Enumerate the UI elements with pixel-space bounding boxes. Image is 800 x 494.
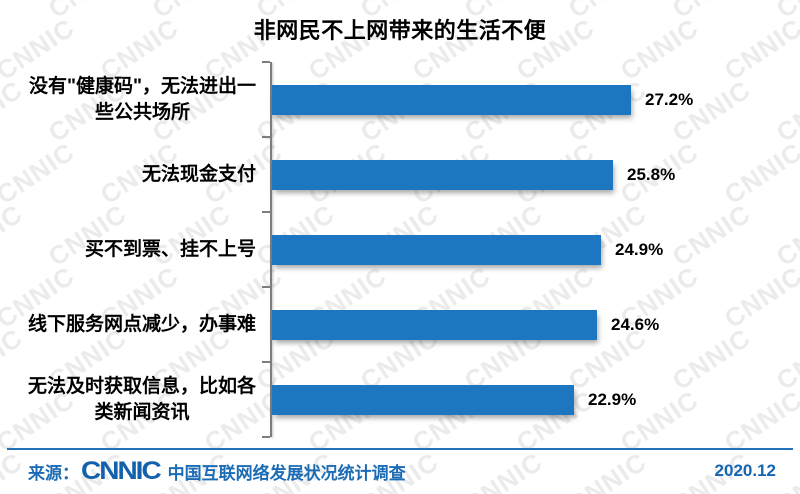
footer: 来源： CNNIC 中国互联网络发展状况统计调查 [28,450,406,492]
cnnic-logo: CNNIC [81,456,162,485]
value-label: 25.8% [627,164,676,184]
value-label: 24.6% [611,314,660,334]
category-label: 无法及时获取信息，比如各 类新闻资讯 [0,362,256,437]
bar [272,384,574,415]
bar-row: 线下服务网点减少，办事难 24.6% [0,287,800,362]
bar [272,84,631,115]
bar [272,234,601,265]
axis-tick [262,61,270,63]
category-label: 无法现金支付 [0,137,256,212]
category-label: 买不到票、挂不上号 [0,212,256,287]
axis-tick [262,286,270,288]
bar-row: 无法及时获取信息，比如各 类新闻资讯 22.9% [0,362,800,437]
axis-tick [262,136,270,138]
category-label: 线下服务网点减少，办事难 [0,287,256,362]
axis-tick [262,361,270,363]
category-label: 没有"健康码"，无法进出一 些公共场所 [0,62,256,137]
category-label-text: 无法现金支付 [141,163,256,185]
bar [272,309,597,340]
value-label: 22.9% [588,389,637,409]
axis-tick [262,211,270,213]
category-label-text: 无法及时获取信息，比如各 类新闻资讯 [27,375,256,423]
bar-row: 没有"健康码"，无法进出一 些公共场所 27.2% [0,62,800,137]
category-label-text: 买不到票、挂不上号 [84,238,256,260]
axis-tick [262,436,270,438]
value-label: 24.9% [615,239,664,259]
chart-title: 非网民不上网带来的生活不便 [253,18,547,43]
category-label-text: 没有"健康码"，无法进出一 些公共场所 [28,75,256,123]
y-axis-line [270,62,272,437]
report-date: 2020.12 [714,461,776,480]
source-text: 中国互联网络发展状况统计调查 [167,463,406,483]
source-label: 来源： [28,463,79,483]
category-label-text: 线下服务网点减少，办事难 [27,313,256,335]
value-label: 27.2% [645,89,694,109]
bar-row: 买不到票、挂不上号 24.9% [0,212,800,287]
bar-row: 无法现金支付 25.8% [0,137,800,212]
footer-divider [7,448,793,450]
bar [272,159,613,190]
